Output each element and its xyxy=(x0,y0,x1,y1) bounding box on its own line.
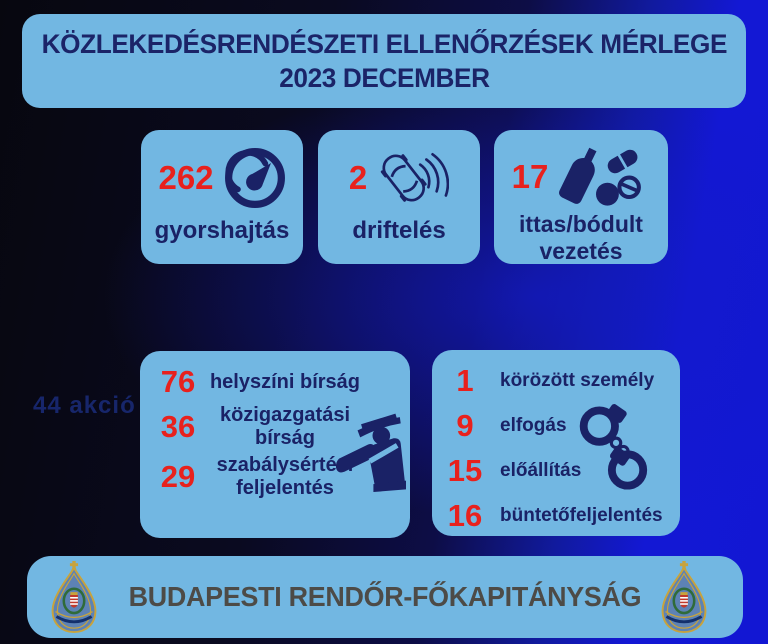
traffic-officer-icon xyxy=(335,413,406,493)
stat-card-speeding: 262 gyorshajtás xyxy=(141,130,303,264)
speeding-count: 262 xyxy=(158,159,214,196)
wanted-person-label: körözött személy xyxy=(500,370,655,391)
stat-row-misdemeanor-report: 29 szabálysértési feljelentés xyxy=(150,454,400,500)
page-title: KÖZLEKEDÉSRENDÉSZETI ELLENŐRZÉSEK MÉRLEG… xyxy=(41,28,727,59)
criminal-report-count: 16 xyxy=(447,498,483,533)
stat-card-drifting: 2 driftelés xyxy=(318,130,480,264)
administrative-fine-count: 36 xyxy=(160,409,196,444)
stat-row-wanted-person: 1 körözött személy xyxy=(442,363,670,399)
footer-title: BUDAPESTI RENDŐR-FŐKAPITÁNYSÁG xyxy=(128,581,642,612)
capture-count: 9 xyxy=(456,408,474,443)
capture-label: elfogás xyxy=(500,415,567,436)
stat-row-criminal-report: 16 büntetőfeljelentés xyxy=(442,498,670,534)
wanted-person-count: 1 xyxy=(456,363,474,398)
fines-card: 76 helyszíni bírság 36 közigazgatási bír… xyxy=(140,351,410,538)
drifting-count: 2 xyxy=(348,159,368,196)
criminal-report-label: büntetőfeljelentés xyxy=(500,505,663,526)
handcuffs-icon xyxy=(579,404,648,490)
misdemeanor-report-count: 29 xyxy=(160,459,196,494)
dui-count: 17 xyxy=(511,158,549,195)
drifting-label: driftelés xyxy=(352,217,446,244)
detention-count: 15 xyxy=(447,453,483,488)
page-subtitle: 2023 DECEMBER xyxy=(278,62,490,93)
actions-watermark: 44 akció xyxy=(33,392,136,419)
stat-card-dui: 17 ittas/bódult vezetés xyxy=(494,130,668,264)
speedometer-icon xyxy=(224,148,285,208)
stat-row-capture: 9 elfogás xyxy=(442,408,670,444)
stat-card-drifting-top: 2 xyxy=(348,145,450,211)
onsite-fine-label: helyszíni bírság xyxy=(209,370,361,393)
stat-card-speeding-top: 262 xyxy=(158,145,285,211)
drift-car-icon xyxy=(380,153,450,202)
misdemeanor-report-label: szabálysértési feljelentés xyxy=(216,454,354,499)
speeding-label: gyorshajtás xyxy=(154,217,290,244)
arrests-card: 1 körözött személy 9 elfogás 15 előállít… xyxy=(432,350,680,536)
stat-row-detention: 15 előállítás xyxy=(442,453,670,489)
police-badge-icon xyxy=(51,560,97,634)
dui-label: ittas/bódult vezetés xyxy=(519,211,643,265)
stat-row-onsite-fine: 76 helyszíni bírság xyxy=(150,364,400,400)
title-banner: KÖZLEKEDÉSRENDÉSZETI ELLENŐRZÉSEK MÉRLEG… xyxy=(22,14,746,108)
stat-row-administrative-fine: 36 közigazgatási bírság xyxy=(150,404,400,450)
administrative-fine-label: közigazgatási bírság xyxy=(219,404,351,449)
stat-card-dui-top: 17 xyxy=(512,145,651,209)
footer-banner: BUDAPESTI RENDŐR-FŐKAPITÁNYSÁG xyxy=(27,556,743,638)
alcohol-pills-icon xyxy=(559,147,642,206)
police-badge-icon xyxy=(661,560,707,634)
detention-label: előállítás xyxy=(500,460,582,481)
onsite-fine-count: 76 xyxy=(160,364,196,399)
